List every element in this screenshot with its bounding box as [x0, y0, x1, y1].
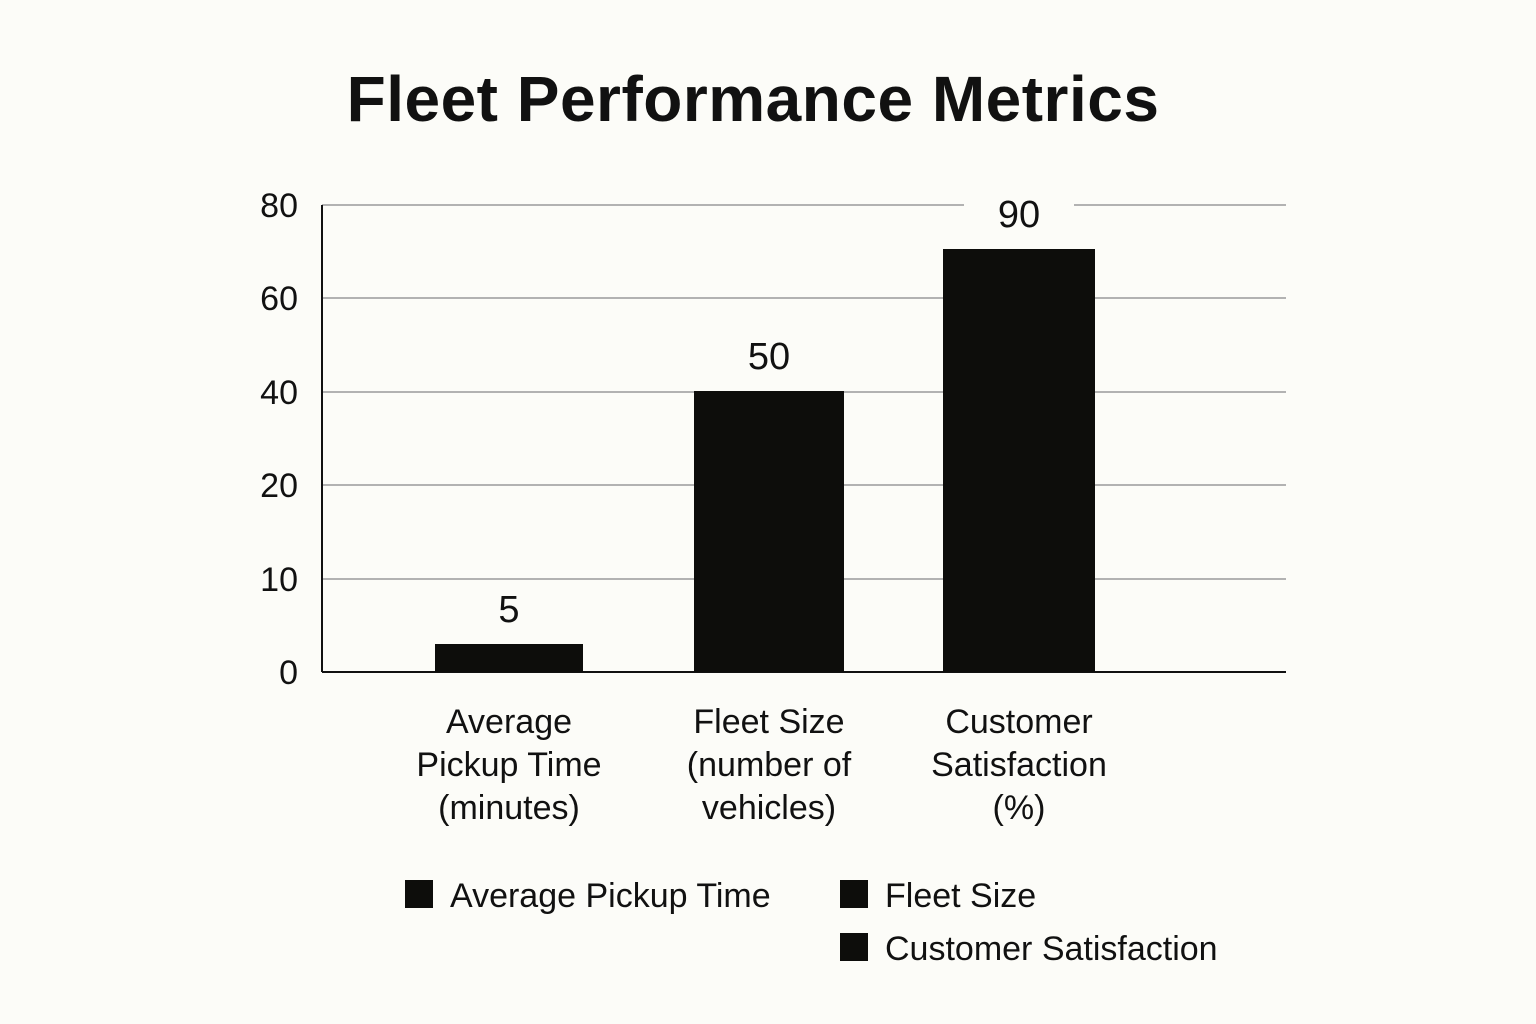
x-tick-label-line: Customer	[945, 703, 1092, 741]
y-tick-label: 0	[279, 654, 298, 692]
bar-value-label: 5	[498, 589, 519, 631]
bar	[694, 391, 844, 672]
x-tick-label-line: vehicles)	[702, 789, 836, 827]
bar	[435, 644, 583, 672]
bar-value-label: 90	[998, 194, 1040, 236]
y-tick-label: 80	[260, 187, 298, 225]
x-tick-label-line: Average	[446, 703, 572, 741]
y-tick-label: 60	[260, 280, 298, 318]
x-tick-label: Average Pickup Time (minutes)	[416, 703, 601, 827]
data-labels: 5 50 90	[498, 194, 1074, 631]
x-tick-label: Fleet Size (number of vehicles)	[687, 703, 852, 827]
x-tick-label-line: (minutes)	[438, 789, 580, 827]
label-gap	[964, 196, 1074, 214]
legend-swatch	[405, 880, 433, 908]
legend-item: Fleet Size	[840, 877, 1036, 915]
x-tick-label-line: Satisfaction	[931, 746, 1107, 784]
legend-swatch	[840, 933, 868, 961]
x-tick-label: Customer Satisfaction (%)	[931, 703, 1107, 827]
legend-label: Customer Satisfaction	[885, 930, 1218, 968]
x-tick-label-line: Fleet Size	[693, 703, 844, 741]
legend-label: Fleet Size	[885, 877, 1036, 915]
chart-title: Fleet Performance Metrics	[346, 63, 1160, 135]
y-tick-label: 20	[260, 467, 298, 505]
x-axis-labels: Average Pickup Time (minutes) Fleet Size (nu…	[416, 703, 1106, 827]
bar	[943, 249, 1095, 672]
x-tick-label-line: Pickup Time	[416, 746, 601, 784]
legend-item: Customer Satisfaction	[840, 930, 1218, 968]
bars	[435, 249, 1095, 672]
legend-item: Average Pickup Time	[405, 877, 771, 915]
x-tick-label-line: (number of	[687, 746, 852, 784]
x-tick-label-line: (%)	[993, 789, 1046, 827]
y-tick-label: 10	[260, 561, 298, 599]
bar-value-label: 50	[748, 336, 790, 378]
y-axis-ticks: 0 10 20 40 60 80	[260, 187, 298, 692]
legend-label: Average Pickup Time	[450, 877, 771, 915]
legend-swatch	[840, 880, 868, 908]
legend: Average Pickup Time Fleet Size Customer Sa…	[405, 877, 1218, 968]
y-tick-label: 40	[260, 374, 298, 412]
